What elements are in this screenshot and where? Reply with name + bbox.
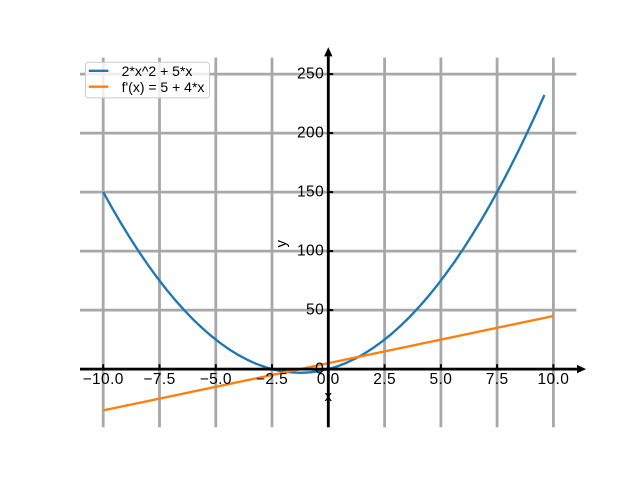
svg-text:−2.5: −2.5 [256,371,288,388]
svg-text:7.5: 7.5 [486,371,509,388]
svg-text:150: 150 [297,184,324,201]
svg-text:−5.0: −5.0 [200,371,232,388]
svg-text:−10.0: −10.0 [83,371,124,388]
svg-text:5.0: 5.0 [430,371,453,388]
svg-text:200: 200 [297,125,324,142]
svg-text:x: x [325,388,333,405]
svg-text:2.5: 2.5 [373,371,396,388]
svg-text:y: y [273,239,290,247]
svg-text:10.0: 10.0 [538,371,570,388]
svg-text:f'(x) = 5 + 4*x: f'(x) = 5 + 4*x [122,79,205,95]
svg-text:0.0: 0.0 [317,371,340,388]
svg-text:50: 50 [306,302,324,319]
svg-text:−7.5: −7.5 [143,371,175,388]
svg-text:2*x^2 + 5*x: 2*x^2 + 5*x [122,63,193,79]
svg-text:0: 0 [315,361,324,378]
svg-text:100: 100 [297,243,324,260]
svg-text:250: 250 [297,66,324,83]
